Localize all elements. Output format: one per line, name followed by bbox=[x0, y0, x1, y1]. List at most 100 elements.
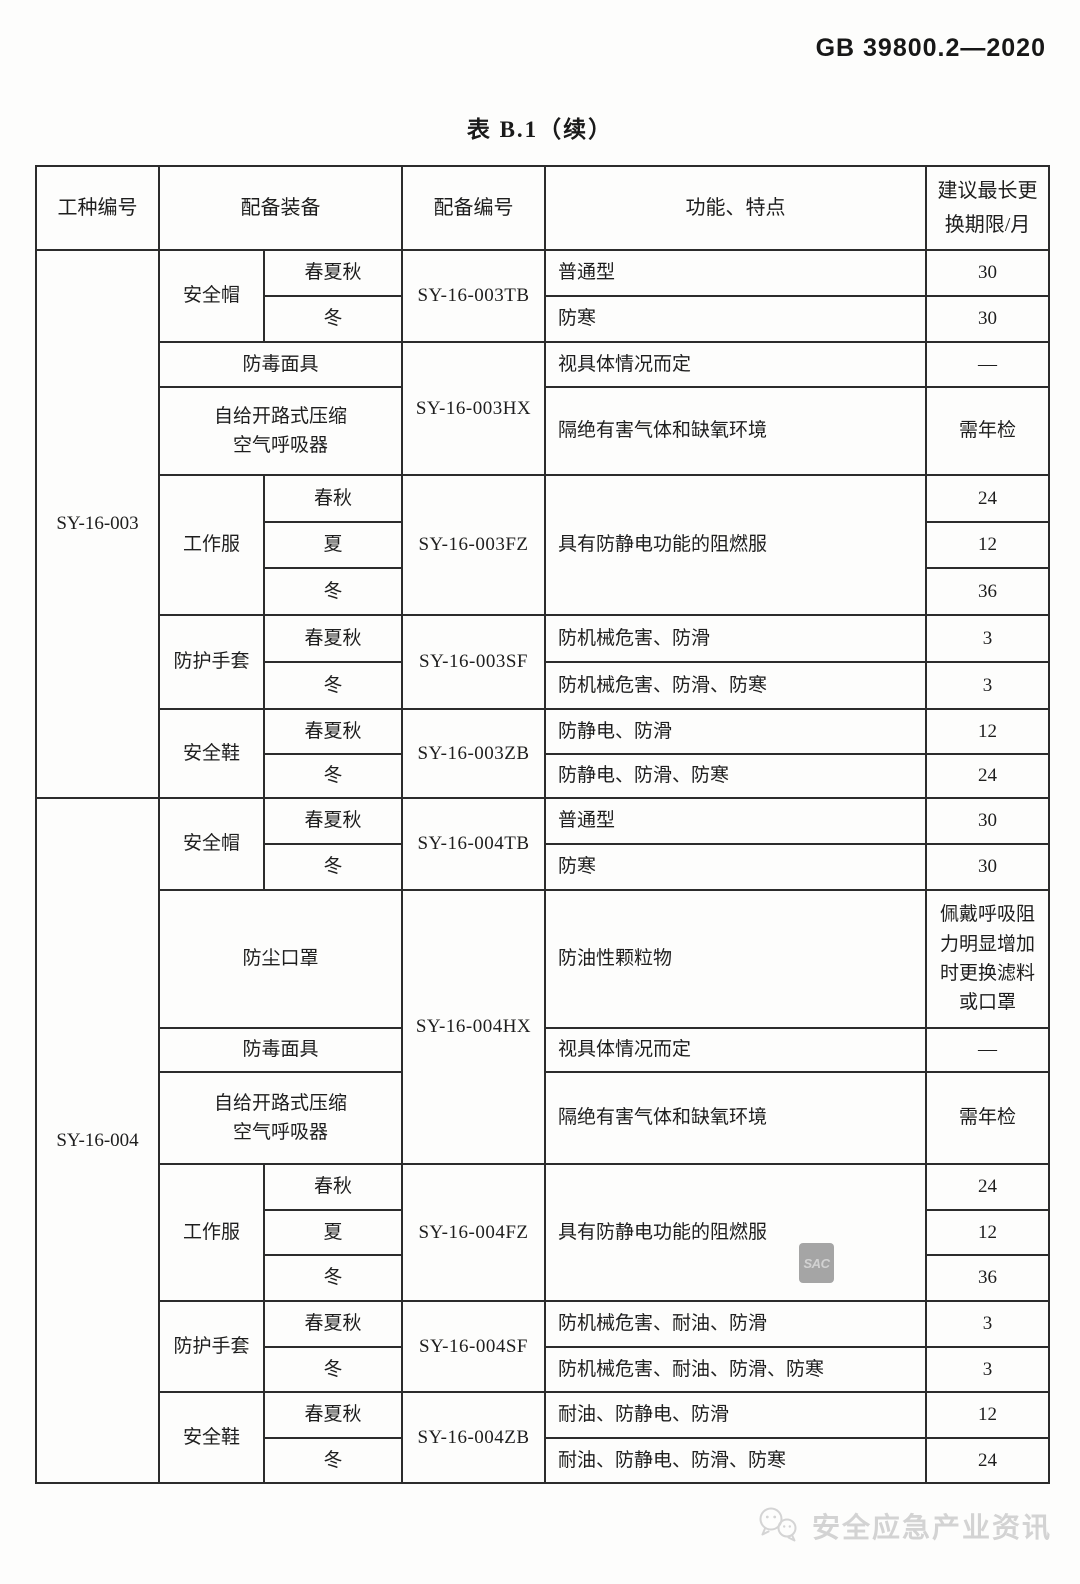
table-row: 自给开路式压缩 空气呼吸器 隔绝有害气体和缺氧环境 需年检 bbox=[36, 386, 1050, 476]
equipment-code-cell: SY-16-004HX bbox=[401, 889, 546, 1165]
season-cell: 冬 bbox=[263, 1254, 403, 1302]
job-number-cell: SY-16-004 bbox=[35, 797, 160, 1484]
header-equipment-code: 配备编号 bbox=[401, 165, 546, 251]
period-cell: 24 bbox=[925, 753, 1050, 799]
table-row: 安全鞋 春夏秋 SY-16-004ZB 耐油、防静电、防滑 12 bbox=[36, 1391, 1050, 1484]
period-cell: 24 bbox=[925, 474, 1050, 523]
equipment-name-cell: 防护手套 bbox=[158, 1300, 265, 1393]
table-row: 防护手套 春夏秋 SY-16-004SF 防机械危害、耐油、防滑 3 bbox=[36, 1300, 1050, 1393]
equipment-name-cell: 防尘口罩 bbox=[158, 889, 403, 1029]
period-cell: 3 bbox=[925, 1346, 1050, 1393]
equipment-name-cell: 防毒面具 bbox=[158, 341, 403, 388]
period-cell: — bbox=[925, 341, 1050, 388]
table-row: 防护手套 春夏秋 SY-16-003SF 防机械危害、防滑 3 bbox=[36, 614, 1050, 710]
feature-cell: 具有防静电功能的阻燃服 bbox=[544, 1163, 927, 1302]
feature-cell: 防油性颗粒物 bbox=[544, 889, 927, 1029]
period-cell: 12 bbox=[925, 708, 1050, 755]
period-cell: 30 bbox=[925, 843, 1050, 891]
period-cell: 3 bbox=[925, 661, 1050, 710]
season-cell: 春夏秋 bbox=[263, 1300, 403, 1348]
season-cell: 春夏秋 bbox=[263, 249, 403, 297]
season-cell: 冬 bbox=[263, 753, 403, 799]
period-cell: 24 bbox=[925, 1163, 1050, 1211]
table-row: SY-16-004 安全帽 春夏秋 SY-16-004TB 普通型 30 bbox=[35, 797, 1050, 1484]
equipment-code-cell: SY-16-003ZB bbox=[401, 708, 546, 799]
table-row: 冬 防机械危害、防滑、防寒 3 bbox=[36, 661, 1050, 710]
period-cell: 需年检 bbox=[925, 1071, 1050, 1165]
table-row: 冬 防静电、防滑、防寒 24 bbox=[36, 753, 1050, 799]
equipment-name-cell: 工作服 bbox=[158, 474, 265, 616]
sac-logo: SAC bbox=[799, 1243, 834, 1283]
equipment-name-cell: 安全鞋 bbox=[158, 1391, 265, 1484]
feature-cell: 防机械危害、耐油、防滑 bbox=[544, 1300, 927, 1348]
equipment-code-cell: SY-16-004ZB bbox=[401, 1391, 546, 1484]
job-number-cell: SY-16-003 bbox=[35, 249, 160, 799]
equipment-name-cell: 自给开路式压缩 空气呼吸器 bbox=[158, 1071, 403, 1165]
equipment-code-cell: SY-16-004TB bbox=[401, 797, 546, 891]
feature-cell: 防寒 bbox=[544, 295, 927, 343]
table-row: 防毒面具 SY-16-003HX 视具体情况而定 — bbox=[36, 341, 1050, 476]
season-cell: 春夏秋 bbox=[263, 797, 403, 845]
season-cell: 夏 bbox=[263, 1209, 403, 1256]
period-cell: 30 bbox=[925, 295, 1050, 343]
footer-watermark-text: 安全应急产业资讯 bbox=[811, 1513, 1052, 1544]
table-row: 夏 12 bbox=[36, 521, 1050, 569]
period-cell: 30 bbox=[925, 249, 1050, 297]
equipment-code-cell: SY-16-003SF bbox=[401, 614, 546, 710]
equipment-code-cell: SY-16-004FZ bbox=[401, 1163, 546, 1302]
sac-logo-text: SAC bbox=[803, 1255, 830, 1271]
equipment-name-cell: 安全帽 bbox=[158, 249, 265, 343]
table-row: 冬 防寒 30 bbox=[36, 843, 1050, 891]
season-cell: 春夏秋 bbox=[263, 1391, 403, 1439]
period-cell: — bbox=[925, 1027, 1050, 1073]
equipment-name-cell: 防护手套 bbox=[158, 614, 265, 710]
season-cell: 春秋 bbox=[263, 1163, 403, 1211]
table-header-row: 工种编号 配备装备 配备编号 功能、特点 建议最长更 换期限/月 bbox=[35, 165, 1050, 251]
feature-cell: 具有防静电功能的阻燃服 bbox=[544, 474, 927, 616]
equipment-table: 工种编号 配备装备 配备编号 功能、特点 建议最长更 换期限/月 SY-16-0… bbox=[35, 165, 1050, 1484]
season-cell: 冬 bbox=[263, 1346, 403, 1393]
period-cell: 需年检 bbox=[925, 386, 1050, 476]
header-replacement-period: 建议最长更 换期限/月 bbox=[925, 165, 1050, 251]
table-row: 冬 耐油、防静电、防滑、防寒 24 bbox=[36, 1437, 1050, 1484]
table-row: 自给开路式压缩 空气呼吸器 隔绝有害气体和缺氧环境 需年检 bbox=[36, 1071, 1050, 1165]
table-row: 工作服 春秋 SY-16-004FZ 具有防静电功能的阻燃服 24 bbox=[36, 1163, 1050, 1302]
feature-cell: 防机械危害、耐油、防滑、防寒 bbox=[544, 1346, 927, 1393]
equipment-name-cell: 防毒面具 bbox=[158, 1027, 403, 1073]
feature-cell: 视具体情况而定 bbox=[544, 341, 927, 388]
feature-cell: 防机械危害、防滑 bbox=[544, 614, 927, 663]
season-cell: 春夏秋 bbox=[263, 708, 403, 755]
table-row: 冬 防机械危害、耐油、防滑、防寒 3 bbox=[36, 1346, 1050, 1393]
wechat-icon bbox=[756, 1506, 802, 1546]
season-cell: 冬 bbox=[263, 661, 403, 710]
table-row: 安全鞋 春夏秋 SY-16-003ZB 防静电、防滑 12 bbox=[36, 708, 1050, 799]
feature-cell: 耐油、防静电、防滑 bbox=[544, 1391, 927, 1439]
feature-cell: 耐油、防静电、防滑、防寒 bbox=[544, 1437, 927, 1484]
period-cell: 36 bbox=[925, 567, 1050, 616]
period-cell: 12 bbox=[925, 521, 1050, 569]
feature-cell: 防机械危害、防滑、防寒 bbox=[544, 661, 927, 710]
table-row: 冬 防寒 30 bbox=[36, 295, 1050, 343]
period-cell: 30 bbox=[925, 797, 1050, 845]
season-cell: 冬 bbox=[263, 295, 403, 343]
table-title: 表 B.1（续） bbox=[466, 117, 614, 142]
equipment-code-cell: SY-16-003TB bbox=[401, 249, 546, 343]
season-cell: 夏 bbox=[263, 521, 403, 569]
equipment-name-cell: 自给开路式压缩 空气呼吸器 bbox=[158, 386, 403, 476]
feature-cell: 普通型 bbox=[544, 249, 927, 297]
season-cell: 冬 bbox=[263, 843, 403, 891]
equipment-name-cell: 工作服 bbox=[158, 1163, 265, 1302]
season-cell: 春秋 bbox=[263, 474, 403, 523]
season-cell: 冬 bbox=[263, 1437, 403, 1484]
feature-cell: 视具体情况而定 bbox=[544, 1027, 927, 1073]
table-row: 冬 36 bbox=[36, 1254, 1050, 1302]
season-cell: 春夏秋 bbox=[263, 614, 403, 663]
table-row: 夏 12 bbox=[36, 1209, 1050, 1256]
feature-cell: 普通型 bbox=[544, 797, 927, 845]
header-features: 功能、特点 bbox=[544, 165, 927, 251]
doc-number: GB 39800.2—2020 bbox=[815, 34, 1046, 62]
table-row: 防毒面具 视具体情况而定 — bbox=[36, 1027, 1050, 1073]
feature-cell: 防寒 bbox=[544, 843, 927, 891]
feature-cell: 隔绝有害气体和缺氧环境 bbox=[544, 386, 927, 476]
